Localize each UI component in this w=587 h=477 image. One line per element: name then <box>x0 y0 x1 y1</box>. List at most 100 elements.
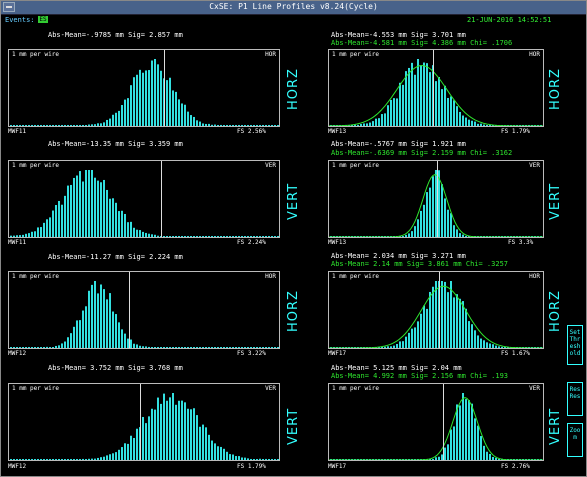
zoom-button[interactable]: Zoo m <box>567 423 583 457</box>
histogram-bar <box>16 459 18 460</box>
histogram-bar <box>85 306 87 348</box>
histogram-bar <box>76 320 78 348</box>
histogram-bar <box>274 236 276 237</box>
histogram-bar <box>118 110 120 126</box>
histogram-bar <box>175 404 177 460</box>
histogram-bar <box>76 125 78 126</box>
set-threshold-button[interactable]: Set Thr esh old <box>567 325 583 365</box>
histogram-bar <box>244 125 246 126</box>
histogram-bar <box>438 77 440 126</box>
histogram-bar <box>432 458 434 460</box>
histogram-bar <box>175 236 177 237</box>
panel-1-profile-plot: 1 mm per wire HOR <box>8 49 280 127</box>
histogram-bar <box>172 393 174 460</box>
histogram-bar <box>462 234 464 237</box>
histogram-bar <box>55 459 57 460</box>
histogram-bar <box>247 347 249 348</box>
histogram-bar <box>453 426 455 460</box>
histogram-bar <box>462 393 464 460</box>
histogram-bar <box>49 125 51 126</box>
histogram-bar <box>133 438 135 460</box>
histogram-bar <box>94 124 96 126</box>
histogram-bar <box>187 347 189 348</box>
histogram-bar <box>118 449 120 460</box>
histogram-bar <box>34 347 36 348</box>
histogram-bar <box>268 236 270 237</box>
histogram-bar <box>256 125 258 126</box>
histogram-bar <box>378 118 380 126</box>
histogram-bar <box>190 409 192 460</box>
histogram-bar <box>366 123 368 126</box>
panel-4-histogram <box>329 161 543 237</box>
histogram-bar <box>178 99 180 126</box>
histogram-bar <box>235 236 237 237</box>
panel-6-axis-label: HORZ <box>548 290 563 332</box>
histogram-bar <box>103 179 105 237</box>
histogram-bar <box>100 457 102 460</box>
histogram-bar <box>175 347 177 348</box>
histogram-bar <box>67 337 69 348</box>
histogram-bar <box>103 122 105 126</box>
histogram-bar <box>40 227 42 237</box>
panel-4-profile-plot: 1 mm per wire VER <box>328 160 544 238</box>
histogram-bar <box>61 125 63 126</box>
window-menu-icon[interactable] <box>3 2 15 12</box>
histogram-bar <box>133 227 135 237</box>
histogram-bar <box>55 345 57 348</box>
histogram-bar <box>184 104 186 126</box>
histogram-bar <box>142 346 144 348</box>
histogram-bar <box>166 236 168 237</box>
histogram-bar <box>202 347 204 348</box>
histogram-bar <box>154 347 156 348</box>
histogram-bar <box>79 171 81 237</box>
histogram-bar <box>208 236 210 237</box>
histogram-bar <box>73 177 75 237</box>
histogram-bar <box>124 213 126 237</box>
panel-1-monitor: MWF11 <box>8 128 27 135</box>
histogram-bar <box>28 125 30 126</box>
histogram-bar <box>37 227 39 237</box>
histogram-bar <box>420 313 422 348</box>
histogram-bar <box>211 124 213 126</box>
histogram-bar <box>178 400 180 460</box>
panel-3-axis-label: VERT <box>286 182 301 220</box>
histogram-bar <box>217 347 219 348</box>
histogram-bar <box>199 236 201 237</box>
panel-2-scale: 1 mm per wire <box>332 51 379 58</box>
window-title: CxSE: P1 Line Profiles v8.24(Cycle) <box>209 2 378 11</box>
histogram-bar <box>381 347 383 348</box>
histogram-bar <box>384 113 386 126</box>
histogram-bar <box>223 236 225 237</box>
histogram-bar <box>43 222 45 237</box>
histogram-bar <box>58 459 60 460</box>
histogram-bar <box>277 459 279 460</box>
histogram-bar <box>489 453 491 460</box>
histogram-bar <box>82 125 84 126</box>
reset-button[interactable]: Res Res <box>567 382 583 416</box>
histogram-bar <box>148 70 150 126</box>
title-bar[interactable]: CxSE: P1 Line Profiles v8.24(Cycle) <box>1 1 586 15</box>
histogram-bar <box>396 343 398 348</box>
histogram-bar <box>390 99 392 126</box>
histogram-bar <box>136 74 138 126</box>
histogram-bar <box>124 99 126 126</box>
histogram-bar <box>262 459 264 460</box>
histogram-bar <box>253 236 255 237</box>
histogram-bar <box>172 90 174 126</box>
panel-8-scale: 1 mm per wire <box>332 385 379 392</box>
histogram-bar <box>10 235 12 237</box>
histogram-bar <box>235 456 237 460</box>
histogram-bar <box>262 236 264 237</box>
histogram-bar <box>157 347 159 348</box>
histogram-bar <box>70 184 72 237</box>
histogram-bar <box>121 105 123 126</box>
histogram-bar <box>40 459 42 460</box>
histogram-bar <box>211 440 213 460</box>
histogram-bar <box>64 459 66 460</box>
histogram-bar <box>417 219 419 237</box>
histogram-bar <box>474 330 476 348</box>
panel-1-scale: 1 mm per wire <box>12 51 59 58</box>
panel-3-histogram <box>10 161 279 237</box>
histogram-bar <box>414 226 416 237</box>
events-indicator[interactable]: ES <box>38 16 48 23</box>
